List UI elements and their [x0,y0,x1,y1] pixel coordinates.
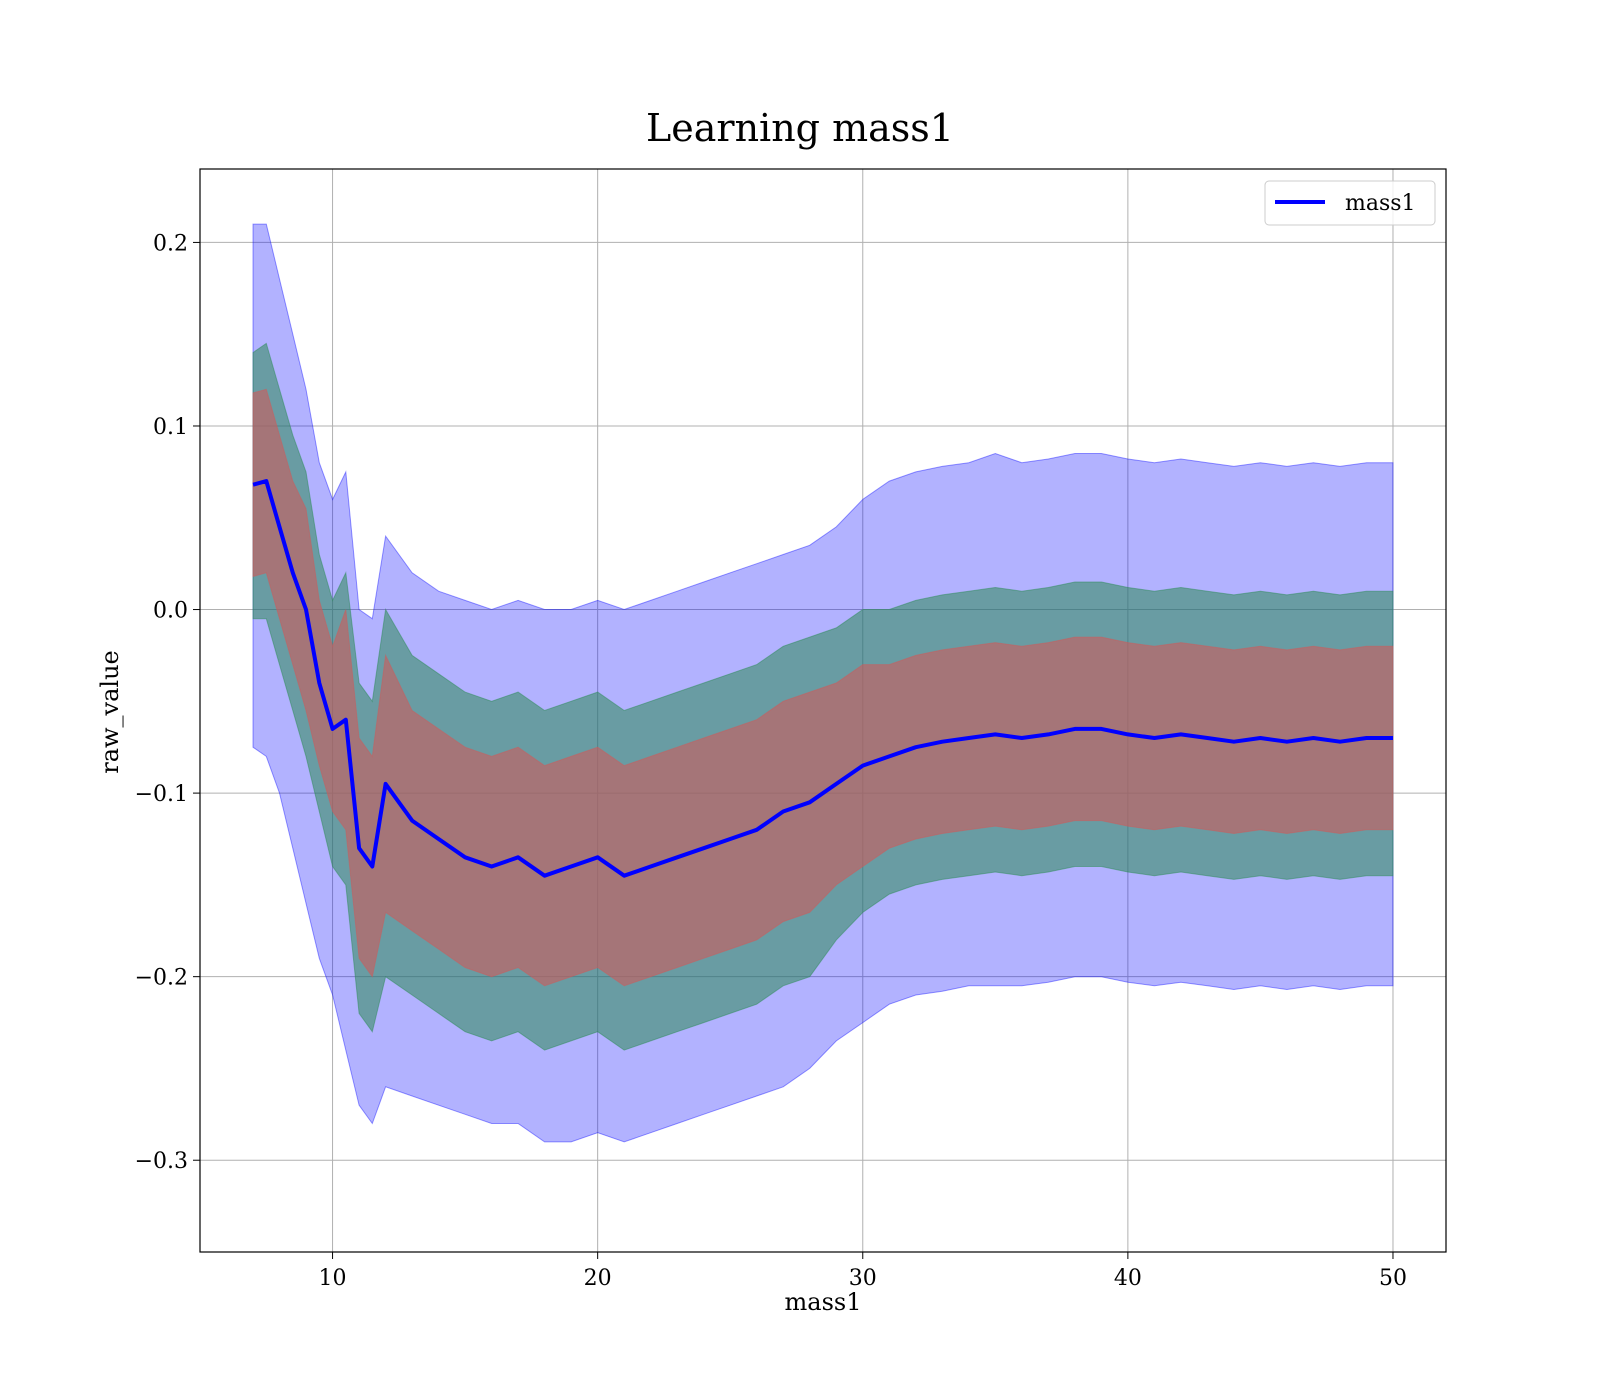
x-tick-label: 20 [584,1266,612,1291]
y-tick-label: −0.2 [135,966,188,991]
chart-title: Learning mass1 [646,106,954,150]
y-tick-label: −0.1 [135,782,188,807]
mean-line-layer [252,479,1393,878]
y-tick-label: 0.2 [153,231,188,256]
x-tick-label: 30 [849,1266,877,1291]
x-tick-label: 10 [319,1266,347,1291]
series-line-mass1 [252,479,1393,878]
y-axis-label: raw_value [96,650,124,774]
y-tick-label: 0.0 [153,599,188,624]
x-axis-ticks: 10 20 30 40 50 [319,1252,1407,1291]
y-tick-label: 0.1 [153,415,188,440]
x-tick-label: 40 [1114,1266,1142,1291]
legend-box [1264,180,1436,226]
y-tick-label: −0.3 [135,1149,188,1174]
y-axis-ticks: −0.3 −0.2 −0.1 0.0 0.1 0.2 [135,231,200,1174]
plot-frame [199,168,1447,1253]
x-tick-label: 50 [1379,1266,1407,1291]
x-axis-label: mass1 [785,1288,862,1316]
band-inner [252,388,1394,987]
legend: mass1 [1264,180,1436,226]
legend-label-mass1: mass1 [1345,191,1416,216]
